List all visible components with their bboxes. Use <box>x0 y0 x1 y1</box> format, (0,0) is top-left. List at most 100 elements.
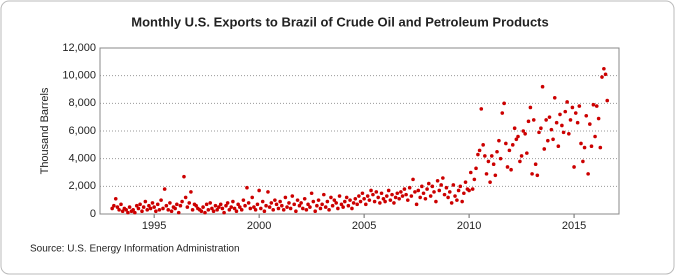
data-point <box>425 187 429 191</box>
data-point <box>430 184 435 189</box>
data-point <box>236 202 240 207</box>
data-point <box>603 72 608 77</box>
data-point <box>346 203 351 208</box>
y-tick-label: 4,000 <box>68 153 96 165</box>
data-point <box>143 199 148 204</box>
data-point <box>299 201 303 205</box>
data-point <box>253 208 258 212</box>
data-point <box>295 198 300 202</box>
data-point <box>126 210 130 215</box>
data-point <box>148 206 153 211</box>
data-point <box>531 118 536 122</box>
data-point <box>273 198 277 202</box>
data-point <box>525 151 529 155</box>
data-point <box>588 122 592 126</box>
data-point <box>537 130 541 135</box>
data-point <box>460 199 464 204</box>
data-point <box>374 190 379 194</box>
data-point <box>218 202 223 207</box>
data-point <box>162 187 167 191</box>
data-point <box>231 199 235 204</box>
data-point <box>110 206 114 211</box>
data-point <box>404 192 408 197</box>
data-point <box>323 205 328 209</box>
data-point <box>474 166 478 171</box>
data-point <box>421 191 426 196</box>
data-point <box>586 172 590 176</box>
data-point <box>327 208 331 212</box>
data-point <box>488 180 492 184</box>
data-point <box>567 131 571 136</box>
data-point <box>227 208 232 212</box>
data-point <box>252 205 256 209</box>
data-point <box>115 205 120 209</box>
data-point <box>498 156 503 161</box>
data-point <box>154 209 158 214</box>
data-point <box>500 111 505 115</box>
data-point <box>353 196 358 201</box>
data-point <box>245 185 249 190</box>
data-point <box>593 134 597 139</box>
data-point <box>204 202 209 207</box>
data-point <box>556 144 561 149</box>
data-point <box>185 205 190 209</box>
data-point <box>589 144 594 149</box>
data-point <box>112 203 116 208</box>
data-point <box>596 116 601 121</box>
data-point <box>127 205 132 209</box>
x-tick-label: 2000 <box>247 220 271 232</box>
data-point <box>355 202 359 207</box>
data-point <box>325 199 330 204</box>
data-point <box>572 165 576 169</box>
data-point <box>418 195 422 200</box>
data-point <box>194 203 198 208</box>
data-point <box>215 208 219 212</box>
data-point <box>234 209 239 214</box>
data-point <box>168 201 172 205</box>
data-point <box>229 205 234 209</box>
data-point <box>241 198 246 202</box>
data-point <box>439 183 443 187</box>
data-point <box>600 75 604 79</box>
data-point <box>224 203 228 208</box>
x-tick-label: 2010 <box>457 220 481 232</box>
y-tick-label: 0 <box>90 208 96 220</box>
data-point <box>441 176 445 180</box>
data-point <box>582 145 587 150</box>
data-point <box>271 208 276 212</box>
data-point <box>577 104 582 108</box>
data-point <box>294 209 298 214</box>
data-point <box>266 190 270 194</box>
data-point <box>390 192 394 197</box>
data-point <box>280 203 284 208</box>
data-point <box>573 111 578 115</box>
data-point <box>435 179 440 183</box>
data-point <box>432 190 436 194</box>
data-point <box>458 184 463 189</box>
data-point <box>414 202 419 207</box>
data-point <box>189 190 193 194</box>
data-point <box>367 198 372 202</box>
data-point <box>400 194 405 198</box>
data-point <box>528 105 533 110</box>
data-point <box>547 115 552 119</box>
chart-title: Monthly U.S. Exports to Brazil of Crude … <box>131 14 549 29</box>
y-tick-label: 2,000 <box>68 180 96 192</box>
data-point <box>178 203 183 208</box>
data-point <box>133 210 137 215</box>
data-point <box>334 201 338 205</box>
data-point <box>145 208 150 212</box>
data-point <box>591 102 596 107</box>
data-point <box>297 203 302 208</box>
data-point <box>392 201 396 205</box>
data-point <box>540 84 545 89</box>
data-point <box>489 154 494 158</box>
data-point <box>565 100 569 104</box>
data-point <box>357 194 361 198</box>
data-point <box>516 134 520 139</box>
data-point <box>336 206 340 211</box>
data-point <box>182 174 186 179</box>
data-point <box>530 172 534 176</box>
data-point <box>152 205 156 209</box>
data-point <box>365 194 370 198</box>
